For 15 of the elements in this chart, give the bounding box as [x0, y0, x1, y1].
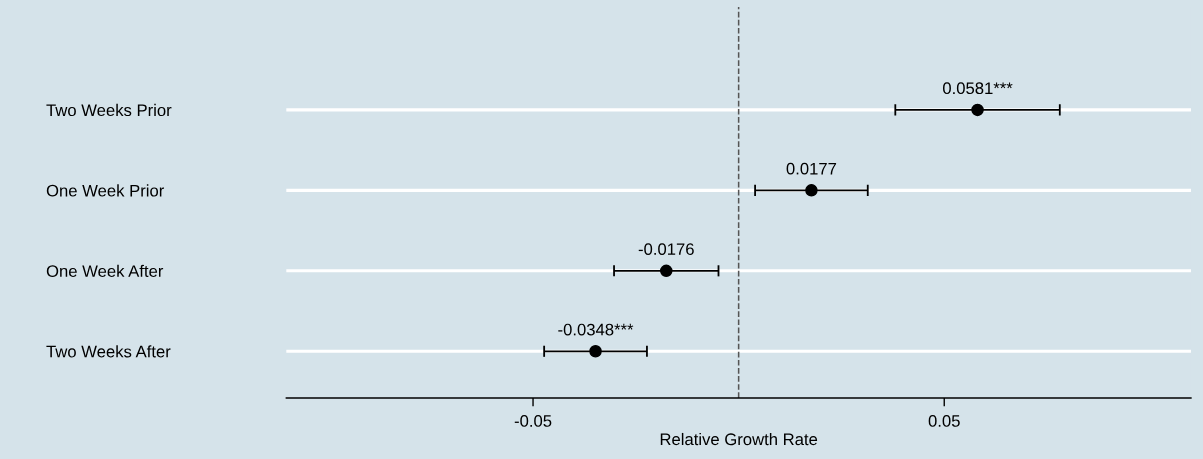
data-label: -0.0348*** — [558, 323, 634, 336]
data-label: 0.0177 — [786, 162, 837, 175]
x-tick-label: 0.05 — [928, 415, 960, 427]
data-label: -0.0176 — [638, 243, 694, 256]
point — [805, 184, 818, 197]
point — [589, 345, 602, 358]
y-tick-label: One Week Prior — [46, 184, 165, 197]
x-axis-title: Relative Growth Rate — [660, 432, 818, 446]
data-label: 0.0581*** — [942, 82, 1013, 95]
x-tick-label: -0.05 — [514, 415, 552, 427]
point — [660, 264, 673, 278]
y-tick-label: Two Weeks Prior — [46, 103, 172, 117]
y-tick-label: One Week After — [46, 264, 164, 278]
y-tick-label: Two Weeks After — [46, 345, 171, 358]
point — [971, 103, 984, 117]
